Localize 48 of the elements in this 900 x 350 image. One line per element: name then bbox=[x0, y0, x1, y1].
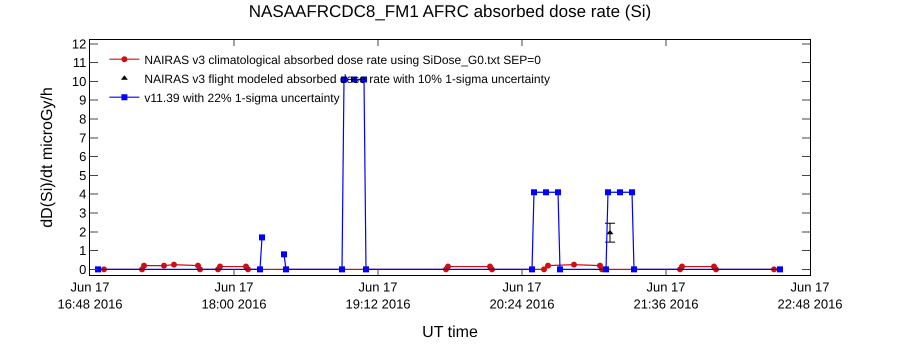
x-tick-label: Jun 17 20:24 2016 bbox=[489, 280, 555, 312]
point bbox=[629, 189, 635, 196]
x-tick-label: Jun 17 22:48 2016 bbox=[777, 280, 843, 312]
chart-title: NASAAFRCDC8_FM1 AFRC absorbed dose rate (Si) bbox=[248, 2, 652, 22]
y-tick-label: 1 bbox=[79, 243, 86, 258]
y-tick-label: 4 bbox=[79, 186, 86, 202]
point bbox=[555, 189, 561, 196]
point bbox=[603, 266, 609, 272]
point bbox=[257, 266, 263, 272]
point bbox=[557, 266, 563, 272]
point bbox=[171, 262, 177, 268]
point bbox=[339, 266, 345, 272]
legend-label: NAIRAS v3 climatological absorbed dose rate using SiDose_G0.txt SEP=0 bbox=[144, 52, 542, 67]
point bbox=[631, 266, 637, 272]
point bbox=[281, 251, 287, 258]
y-tick-label: 10 bbox=[72, 74, 86, 89]
point bbox=[283, 266, 289, 272]
point bbox=[605, 189, 611, 196]
point bbox=[777, 266, 783, 272]
y-tick-label: 2 bbox=[79, 224, 86, 240]
x-axis-title: UT time bbox=[422, 324, 478, 342]
y-tick-label: 7 bbox=[79, 130, 86, 146]
point bbox=[161, 262, 167, 269]
point bbox=[531, 189, 537, 196]
x-tick-label: Jun 17 18:00 2016 bbox=[201, 280, 267, 312]
x-tick-label: Jun 17 21:36 2016 bbox=[633, 280, 699, 312]
y-tick-label: 5 bbox=[79, 168, 86, 183]
point bbox=[617, 189, 623, 196]
y-tick-label: 12 bbox=[72, 36, 86, 52]
point bbox=[543, 189, 549, 196]
y-axis-title: dD(Si)/dt microGy/h bbox=[38, 87, 56, 228]
point bbox=[541, 266, 547, 272]
point bbox=[545, 262, 551, 269]
x-tick-label: Jun 17 19:12 2016 bbox=[345, 280, 411, 312]
y-tick-label: 3 bbox=[79, 206, 86, 221]
y-tick-label: 9 bbox=[79, 92, 86, 108]
point bbox=[141, 262, 147, 269]
point bbox=[571, 262, 577, 268]
x-tick-label: Jun 17 16:48 2016 bbox=[57, 280, 123, 312]
point bbox=[529, 266, 535, 272]
y-tick-label: 11 bbox=[72, 55, 86, 70]
y-tick-label: 8 bbox=[79, 112, 86, 127]
point bbox=[259, 234, 265, 240]
y-tick-label: 0 bbox=[79, 262, 86, 277]
point bbox=[95, 266, 101, 272]
y-tick-label: 6 bbox=[79, 149, 86, 164]
legend-label: v11.39 with 22% 1-sigma uncertainty bbox=[144, 90, 340, 105]
point bbox=[363, 266, 369, 272]
